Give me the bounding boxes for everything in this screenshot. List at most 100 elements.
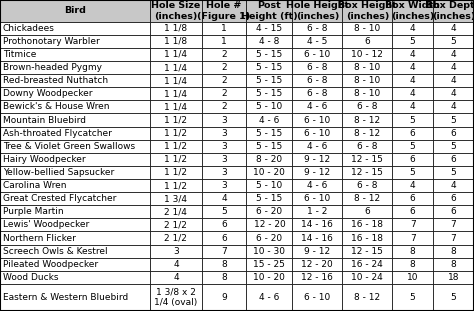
Bar bbox=[342, 140, 392, 153]
Bar bbox=[150, 35, 202, 48]
Bar bbox=[392, 22, 433, 35]
Text: 2: 2 bbox=[221, 76, 227, 85]
Bar bbox=[150, 166, 202, 179]
Bar bbox=[202, 218, 246, 231]
Text: Northern Flicker: Northern Flicker bbox=[3, 234, 76, 243]
Text: 6 - 10: 6 - 10 bbox=[304, 293, 330, 302]
Bar bbox=[150, 87, 202, 100]
Bar bbox=[0, 61, 150, 74]
Bar bbox=[150, 179, 202, 192]
Bar bbox=[342, 205, 392, 218]
Bar bbox=[433, 179, 474, 192]
Bar bbox=[246, 284, 292, 311]
Text: 4: 4 bbox=[410, 76, 415, 85]
Bar bbox=[246, 74, 292, 87]
Text: 6 - 8: 6 - 8 bbox=[307, 76, 328, 85]
Bar bbox=[246, 114, 292, 127]
Text: 9 - 12: 9 - 12 bbox=[304, 168, 330, 177]
Bar bbox=[202, 22, 246, 35]
Bar bbox=[246, 218, 292, 231]
Bar bbox=[202, 61, 246, 74]
Text: 10 - 30: 10 - 30 bbox=[254, 247, 285, 256]
Bar bbox=[202, 271, 246, 284]
Bar bbox=[342, 114, 392, 127]
Bar bbox=[0, 22, 150, 35]
Bar bbox=[150, 22, 202, 35]
Text: Hole Height
(inches): Hole Height (inches) bbox=[286, 1, 349, 21]
Bar bbox=[342, 100, 392, 114]
Bar bbox=[292, 284, 342, 311]
Text: 8: 8 bbox=[410, 247, 416, 256]
Text: 6 - 8: 6 - 8 bbox=[357, 181, 378, 190]
Bar bbox=[292, 179, 342, 192]
Text: 12 - 20: 12 - 20 bbox=[254, 220, 285, 230]
Text: 6 - 10: 6 - 10 bbox=[304, 115, 330, 124]
Bar bbox=[0, 205, 150, 218]
Text: 6: 6 bbox=[410, 207, 416, 216]
Text: 4 - 6: 4 - 6 bbox=[307, 102, 328, 111]
Text: 6 - 20: 6 - 20 bbox=[256, 234, 283, 243]
Bar bbox=[342, 127, 392, 140]
Bar bbox=[392, 153, 433, 166]
Bar bbox=[246, 179, 292, 192]
Text: 7: 7 bbox=[410, 234, 416, 243]
Bar bbox=[202, 231, 246, 245]
Text: 1 1/4: 1 1/4 bbox=[164, 102, 187, 111]
Bar bbox=[202, 258, 246, 271]
Text: 6: 6 bbox=[451, 129, 456, 138]
Text: Box Depth
(inches): Box Depth (inches) bbox=[426, 1, 474, 21]
Text: 2 1/2: 2 1/2 bbox=[164, 234, 187, 243]
Bar bbox=[392, 35, 433, 48]
Bar bbox=[246, 140, 292, 153]
Text: 1 1/2: 1 1/2 bbox=[164, 181, 187, 190]
Bar bbox=[246, 48, 292, 61]
Bar bbox=[342, 271, 392, 284]
Bar bbox=[342, 231, 392, 245]
Bar bbox=[150, 0, 202, 22]
Text: Red-breasted Nuthatch: Red-breasted Nuthatch bbox=[3, 76, 108, 85]
Bar bbox=[342, 153, 392, 166]
Bar bbox=[0, 179, 150, 192]
Text: 4: 4 bbox=[410, 50, 415, 59]
Text: 5 - 15: 5 - 15 bbox=[256, 50, 283, 59]
Text: 12 - 15: 12 - 15 bbox=[351, 247, 383, 256]
Text: 1 1/4: 1 1/4 bbox=[164, 76, 187, 85]
Text: 8 - 10: 8 - 10 bbox=[354, 89, 381, 98]
Bar bbox=[0, 0, 150, 22]
Bar bbox=[292, 74, 342, 87]
Text: 5: 5 bbox=[451, 37, 456, 46]
Text: 4: 4 bbox=[173, 273, 179, 282]
Text: 1 1/2: 1 1/2 bbox=[164, 115, 187, 124]
Text: Eastern & Western Bluebird: Eastern & Western Bluebird bbox=[3, 293, 128, 302]
Bar bbox=[342, 35, 392, 48]
Bar bbox=[150, 114, 202, 127]
Bar bbox=[150, 100, 202, 114]
Bar bbox=[150, 271, 202, 284]
Bar bbox=[433, 100, 474, 114]
Bar bbox=[292, 48, 342, 61]
Bar bbox=[433, 74, 474, 87]
Bar bbox=[342, 61, 392, 74]
Bar bbox=[150, 192, 202, 205]
Text: Box Height
(inches): Box Height (inches) bbox=[338, 1, 397, 21]
Text: 3: 3 bbox=[221, 168, 227, 177]
Text: 8 - 12: 8 - 12 bbox=[354, 293, 381, 302]
Bar bbox=[202, 48, 246, 61]
Bar bbox=[392, 192, 433, 205]
Text: 8: 8 bbox=[221, 273, 227, 282]
Bar bbox=[392, 284, 433, 311]
Bar bbox=[202, 153, 246, 166]
Bar bbox=[342, 258, 392, 271]
Text: 4: 4 bbox=[451, 50, 456, 59]
Text: 1 1/4: 1 1/4 bbox=[164, 63, 187, 72]
Bar bbox=[202, 114, 246, 127]
Text: 1 1/2: 1 1/2 bbox=[164, 129, 187, 138]
Bar bbox=[246, 205, 292, 218]
Text: 1 1/2: 1 1/2 bbox=[164, 155, 187, 164]
Bar bbox=[392, 87, 433, 100]
Bar bbox=[150, 127, 202, 140]
Text: 6 - 20: 6 - 20 bbox=[256, 207, 283, 216]
Text: 10: 10 bbox=[407, 273, 419, 282]
Text: 6: 6 bbox=[451, 207, 456, 216]
Text: 9: 9 bbox=[221, 293, 227, 302]
